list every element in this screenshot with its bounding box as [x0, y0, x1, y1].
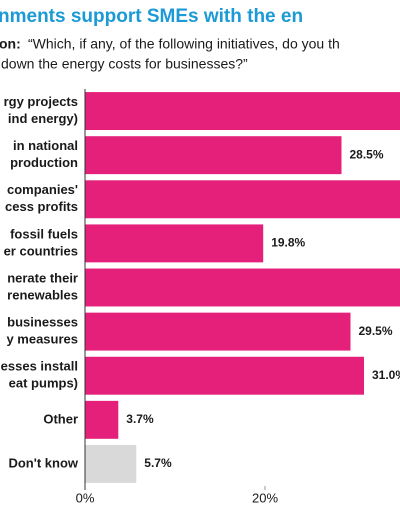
category-label: companies' [7, 182, 78, 197]
category-label: esses install [1, 359, 78, 374]
value-label: 5.7% [144, 456, 172, 470]
category-label: fossil fuels [10, 226, 78, 241]
category-label: eat pumps) [9, 376, 78, 391]
bar [85, 92, 400, 131]
value-label: 3.7% [126, 412, 154, 426]
bar [85, 136, 342, 175]
value-label: 29.5% [359, 324, 393, 338]
category-label: rgy projects [4, 94, 78, 109]
value-label: 31.0% [372, 368, 400, 382]
bar [85, 312, 351, 351]
x-tick-label: 20% [252, 490, 278, 505]
value-label: 28.5% [350, 147, 384, 161]
category-label: y measures [6, 332, 78, 347]
value-label: 19.8% [271, 236, 305, 250]
bar [85, 400, 119, 439]
category-label: nerate their [7, 270, 78, 285]
category-label: ind energy) [8, 111, 78, 126]
category-label: in national [13, 138, 78, 153]
x-tick-label: 0% [76, 490, 95, 505]
bar [85, 224, 264, 263]
bar [85, 268, 400, 307]
subtitle-lead: on: [0, 36, 21, 52]
category-label: renewables [7, 287, 78, 302]
bar [85, 356, 364, 395]
bar [85, 444, 137, 483]
category-label: cess profits [5, 199, 78, 214]
chart-title: nments support SMEs with the en [0, 6, 303, 27]
subtitle: down the energy costs for businesses?” [1, 56, 248, 72]
category-label: businesses [7, 315, 78, 330]
category-label: production [10, 155, 78, 170]
category-label: Other [43, 411, 78, 426]
category-label: Don't know [8, 455, 78, 470]
bar [85, 180, 400, 219]
subtitle: “Which, if any, of the following initiat… [28, 36, 340, 52]
category-label: er countries [4, 243, 78, 258]
